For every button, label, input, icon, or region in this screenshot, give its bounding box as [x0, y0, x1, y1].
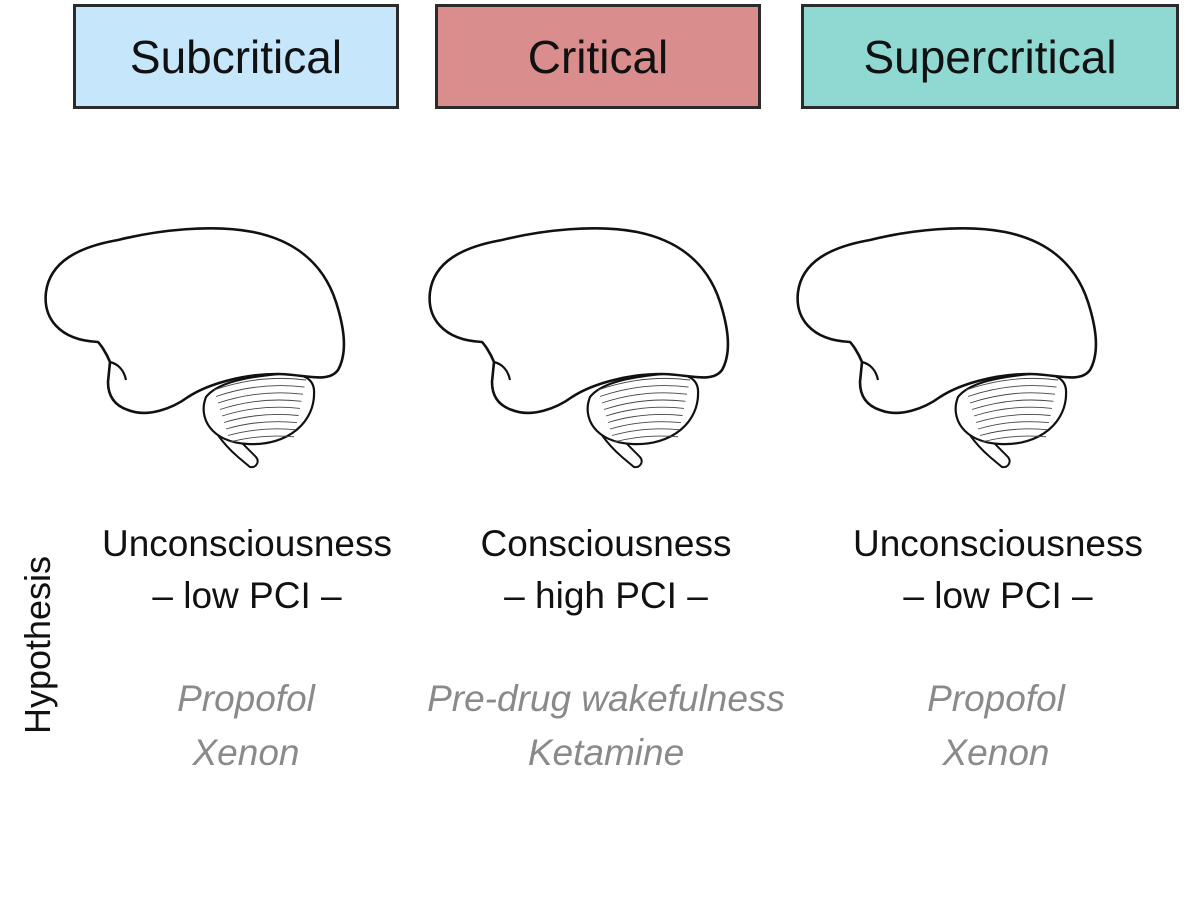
state-label-supercritical: Unconsciousness – low PCI – — [808, 518, 1188, 622]
header-supercritical: Supercritical — [801, 4, 1179, 109]
drug-item: Xenon — [192, 732, 300, 773]
drug-list-critical: Pre-drug wakefulness Ketamine — [396, 672, 816, 780]
drug-list-subcritical: Propofol Xenon — [36, 672, 456, 780]
drug-item: Xenon — [942, 732, 1050, 773]
pci-text: – low PCI – — [152, 575, 342, 616]
drug-item: Propofol — [177, 678, 315, 719]
state-text: Unconsciousness — [102, 523, 392, 564]
drug-item: Pre-drug wakefulness — [427, 678, 785, 719]
pci-text: – low PCI – — [903, 575, 1093, 616]
state-text: Consciousness — [480, 523, 732, 564]
brain-icon — [44, 226, 346, 469]
brain-icon — [796, 226, 1098, 469]
drug-item: Propofol — [927, 678, 1065, 719]
state-text: Unconsciousness — [853, 523, 1143, 564]
drug-list-supercritical: Propofol Xenon — [786, 672, 1200, 780]
hypothesis-label: Hypothesis — [17, 555, 58, 735]
header-critical: Critical — [435, 4, 761, 109]
header-subcritical: Subcritical — [73, 4, 399, 109]
pci-text: – high PCI – — [504, 575, 708, 616]
state-label-critical: Consciousness – high PCI – — [416, 518, 796, 622]
state-label-subcritical: Unconsciousness – low PCI – — [57, 518, 437, 622]
drug-item: Ketamine — [527, 732, 685, 773]
brain-icon — [428, 226, 730, 469]
